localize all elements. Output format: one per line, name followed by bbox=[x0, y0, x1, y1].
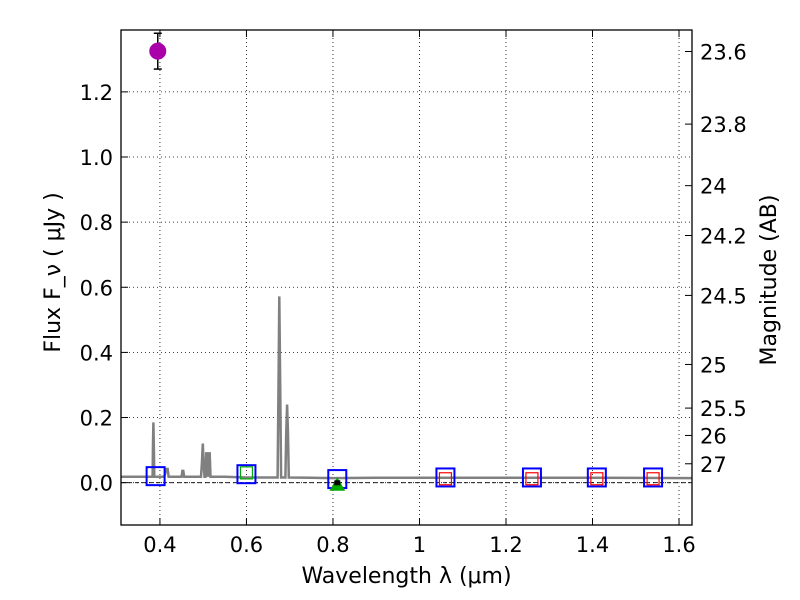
y2-tick-label: 25 bbox=[700, 353, 727, 377]
y2-tick-label: 27 bbox=[700, 453, 727, 477]
x-tick-label: 0.4 bbox=[143, 533, 176, 557]
axis-ticks: 0.4 0.6 0.8 1 1.2 1.4 1.6 0.0 0.2 0.4 0.6 0.8 1.0 1.2… bbox=[80, 30, 747, 557]
y2-tick-label: 24 bbox=[700, 175, 727, 199]
x-tick-label: 1.4 bbox=[576, 533, 609, 557]
detection-point bbox=[149, 42, 167, 60]
y2-tick-label: 25.5 bbox=[700, 397, 747, 421]
x-tick-label: 0.6 bbox=[230, 533, 263, 557]
y-tick-label: 0.4 bbox=[80, 341, 113, 365]
data-points-group bbox=[145, 32, 664, 491]
y-axis-title: Flux F_ν ( μJy ) bbox=[41, 192, 66, 352]
grid bbox=[121, 30, 692, 525]
upper-limit-marker bbox=[438, 472, 453, 486]
y-tick-label: 0.0 bbox=[80, 472, 113, 496]
y2-tick-label: 23.6 bbox=[700, 40, 747, 64]
x-tick-label: 0.8 bbox=[316, 533, 349, 557]
y-tick-label: 0.6 bbox=[80, 276, 113, 300]
upper-limit-marker bbox=[525, 472, 539, 486]
model-photometry-square bbox=[521, 467, 542, 488]
y2-tick-label: 23.8 bbox=[700, 113, 747, 137]
y2-tick-label: 26 bbox=[700, 424, 727, 448]
y2-tick-label: 24.2 bbox=[700, 224, 747, 248]
x-tick-label: 1 bbox=[413, 533, 426, 557]
model-photometry-square bbox=[236, 464, 257, 485]
model-photometry-square bbox=[643, 467, 664, 488]
upper-limit-marker bbox=[590, 472, 604, 486]
x-axis-title: Wavelength λ (μm) bbox=[301, 564, 511, 589]
y-tick-label: 0.2 bbox=[80, 407, 113, 431]
model-spectrum-line bbox=[121, 296, 693, 480]
x-tick-label: 1.6 bbox=[662, 533, 695, 557]
y-tick-label: 1.0 bbox=[80, 146, 113, 170]
x-tick-label: 1.2 bbox=[489, 533, 522, 557]
plot-frame bbox=[120, 29, 693, 526]
y2-tick-label: 24.5 bbox=[700, 284, 747, 308]
black-measurement-marker bbox=[334, 480, 341, 486]
model-spectrum-group bbox=[121, 296, 693, 480]
y2-axis-title: Magnitude (AB) bbox=[757, 195, 782, 366]
model-photometry-square bbox=[145, 466, 166, 487]
model-photometry-square bbox=[586, 467, 607, 488]
green-measurement-square bbox=[239, 466, 254, 480]
model-photometry-square bbox=[435, 467, 456, 488]
y-tick-label: 0.8 bbox=[80, 211, 113, 235]
y-tick-label: 1.2 bbox=[80, 81, 113, 105]
upper-limit-marker bbox=[646, 472, 660, 486]
